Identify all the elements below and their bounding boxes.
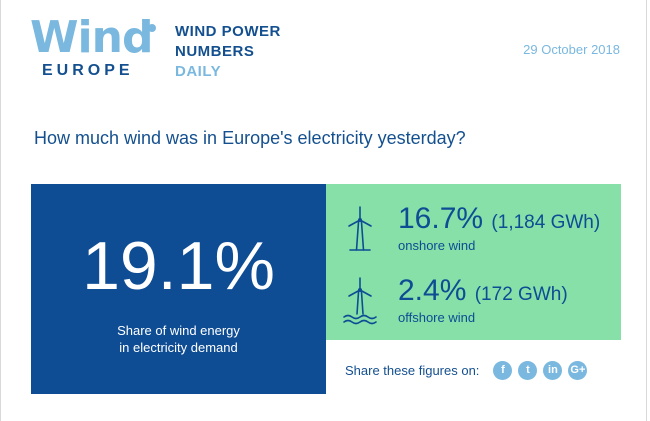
logo-dot <box>148 24 156 32</box>
logo-wordmark: Wind <box>30 12 153 63</box>
onshore-label: onshore wind <box>398 238 476 253</box>
total-wind-share-panel: 19.1% Share of wind energy in electricit… <box>31 184 326 394</box>
windeurope-logo[interactable]: Wind EUROPE <box>30 14 160 84</box>
onshore-percent: 16.7% <box>398 202 484 235</box>
onshore-row: 16.7% (1,184 GWh) onshore wind <box>326 198 621 268</box>
onshore-gwh: (1,184 GWh) <box>491 212 601 233</box>
twitter-icon[interactable]: t <box>518 360 538 380</box>
offshore-percent: 2.4% <box>398 274 467 307</box>
onshore-value: 16.7% (1,184 GWh) <box>398 202 600 240</box>
facebook-icon[interactable]: f <box>493 360 513 380</box>
share-label: Share these figures on: <box>345 362 480 378</box>
tagline-line-3: DAILY <box>175 63 222 80</box>
headline-question: How much wind was in Europe's electricit… <box>34 128 466 148</box>
newsletter-title: WIND POWER NUMBERS DAILY <box>175 22 281 82</box>
linkedin-icon[interactable]: in <box>543 360 563 380</box>
total-wind-caption: Share of wind energy in electricity dema… <box>31 322 326 356</box>
offshore-row: 2.4% (172 GWh) offshore wind <box>326 270 621 340</box>
caption-line-2: in electricity demand <box>119 340 238 355</box>
caption-line-1: Share of wind energy <box>117 323 240 338</box>
onshore-turbine-icon <box>348 206 372 251</box>
wind-breakdown-panel: 16.7% (1,184 GWh) onshore wind 2.4% (172… <box>326 184 621 340</box>
offshore-label: offshore wind <box>398 310 476 325</box>
google-plus-icon[interactable]: G+ <box>568 360 588 380</box>
total-wind-percent: 19.1% <box>82 228 275 304</box>
tagline-line-1: WIND POWER <box>175 23 281 40</box>
offshore-gwh: (172 GWh) <box>474 284 568 305</box>
offshore-turbine-icon <box>343 277 377 325</box>
share-bar: Share these figures on: f t in G+ <box>345 358 588 382</box>
issue-date: 29 October 2018 <box>523 42 620 57</box>
tagline-line-2: NUMBERS <box>175 43 255 60</box>
offshore-value: 2.4% (172 GWh) <box>398 274 568 312</box>
logo-subtitle: EUROPE <box>42 62 134 79</box>
